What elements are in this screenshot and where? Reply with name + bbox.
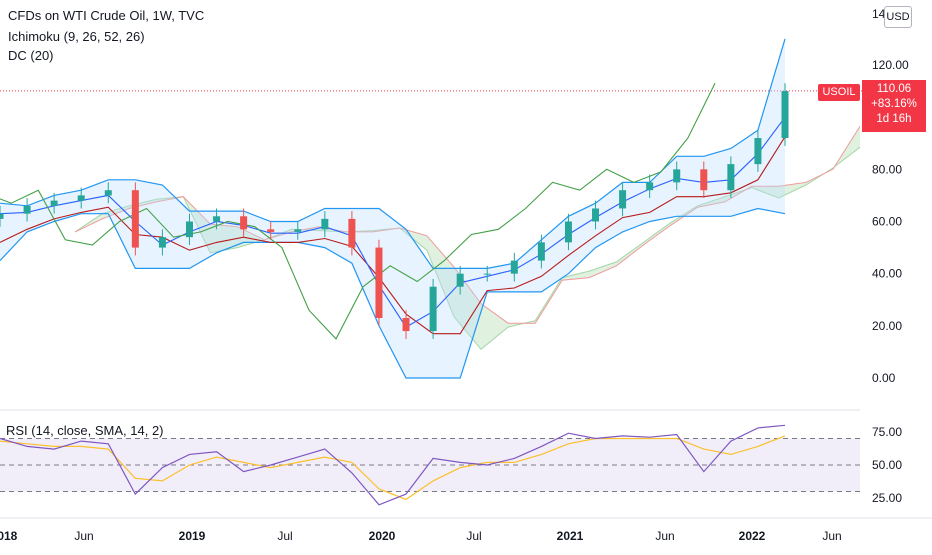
rsi-legend[interactable]: RSI (14, close, SMA, 14, 2) bbox=[6, 423, 164, 438]
candle-body bbox=[754, 138, 762, 165]
candle-body bbox=[646, 182, 654, 191]
time-tick-label: 2019 bbox=[179, 529, 206, 543]
candle-body bbox=[375, 247, 383, 319]
candle-body bbox=[673, 169, 681, 183]
candle-body bbox=[321, 218, 329, 230]
donchian-band bbox=[0, 38, 785, 379]
candle-body bbox=[213, 216, 221, 222]
bar-countdown: 1d 16h bbox=[876, 113, 912, 125]
candle-body bbox=[402, 318, 410, 332]
candle-body bbox=[537, 242, 545, 261]
candle-body bbox=[240, 216, 248, 230]
rsi-line bbox=[0, 424, 786, 506]
chart-title: CFDs on WTI Crude Oil, 1W, TVC bbox=[8, 8, 205, 23]
last-price: 110.06 bbox=[876, 83, 912, 95]
candle-body bbox=[348, 218, 356, 248]
candle-body bbox=[456, 273, 464, 287]
price-tick-label: 20.00 bbox=[872, 319, 902, 333]
time-tick-label: 2018 bbox=[0, 529, 18, 543]
rsi-tick-label: 50.00 bbox=[872, 458, 902, 472]
ichimoku-legend[interactable]: Ichimoku (9, 26, 52, 26) bbox=[8, 29, 145, 44]
chikou-line bbox=[0, 83, 716, 340]
candle-body bbox=[104, 190, 112, 196]
time-tick-label: Jun bbox=[74, 529, 93, 543]
candle-body bbox=[23, 205, 31, 214]
price-tick-label: 0.00 bbox=[872, 371, 896, 385]
last-price-badge: 110.06 +83.16% 1d 16h bbox=[862, 80, 926, 132]
rsi-tick-label: 25.00 bbox=[872, 491, 902, 505]
candle-body bbox=[781, 91, 789, 139]
candle-body bbox=[158, 237, 166, 248]
time-tick-label: Jul bbox=[466, 529, 481, 543]
candles-group bbox=[0, 83, 789, 339]
price-tick-label: 40.00 bbox=[872, 267, 902, 281]
candle-body bbox=[267, 229, 275, 232]
candle-body bbox=[727, 164, 735, 191]
senkou-a-line bbox=[74, 146, 861, 351]
senkou-b-line bbox=[74, 126, 861, 324]
time-tick-label: 2022 bbox=[739, 529, 766, 543]
time-tick-label: Jun bbox=[822, 529, 841, 543]
rsi-ma-line bbox=[0, 435, 786, 501]
kijun-line bbox=[0, 136, 786, 335]
candle-body bbox=[50, 200, 58, 206]
time-tick-label: 2020 bbox=[369, 529, 396, 543]
candle-body bbox=[294, 229, 302, 232]
time-tick-label: Jun bbox=[655, 529, 674, 543]
symbol-tag: USOIL bbox=[818, 84, 860, 101]
donchian-upper bbox=[0, 38, 786, 269]
ichimoku-cloud bbox=[75, 126, 860, 350]
donchian-lower bbox=[0, 207, 786, 379]
tenkan-line bbox=[0, 116, 786, 328]
candle-body bbox=[77, 195, 85, 201]
price-change: +83.16% bbox=[871, 98, 917, 110]
donchian-legend[interactable]: DC (20) bbox=[8, 48, 54, 63]
candle-body bbox=[0, 213, 4, 219]
candle-body bbox=[564, 221, 572, 243]
candle-body bbox=[131, 190, 139, 248]
currency-badge[interactable]: USD bbox=[884, 6, 912, 28]
candle-body bbox=[510, 260, 518, 274]
candle-body bbox=[185, 221, 193, 238]
time-tick-label: Jul bbox=[277, 529, 292, 543]
rsi-tick-label: 75.00 bbox=[872, 425, 902, 439]
candle-body bbox=[592, 208, 600, 222]
price-tick-label: 60.00 bbox=[872, 215, 902, 229]
candle-body bbox=[429, 286, 437, 332]
candle-body bbox=[700, 169, 708, 191]
candle-body bbox=[619, 190, 627, 209]
candle-body bbox=[483, 273, 491, 275]
price-tick-label: 120.00 bbox=[872, 58, 909, 72]
time-tick-label: 2021 bbox=[557, 529, 584, 543]
price-tick-label: 80.00 bbox=[872, 162, 902, 176]
